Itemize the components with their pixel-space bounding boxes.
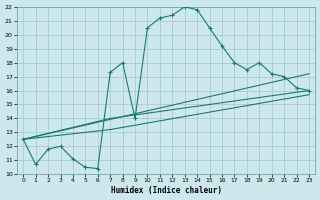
- X-axis label: Humidex (Indice chaleur): Humidex (Indice chaleur): [111, 186, 221, 195]
